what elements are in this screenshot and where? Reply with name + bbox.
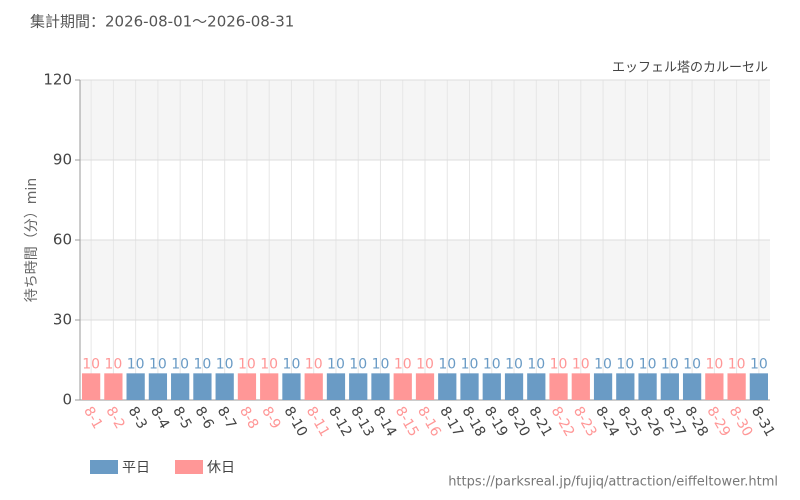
value-label: 10 [372, 356, 390, 372]
value-label: 10 [527, 356, 545, 372]
bar [682, 373, 702, 400]
value-label: 10 [327, 356, 345, 372]
bar [616, 373, 635, 400]
value-label: 10 [728, 356, 746, 372]
y-tick-label: 90 [53, 151, 72, 169]
value-label: 10 [594, 356, 612, 372]
bar [438, 373, 457, 400]
bar [527, 373, 546, 400]
legend-label: 休日 [207, 460, 235, 476]
bar [504, 373, 524, 400]
bar [393, 373, 412, 400]
bar [237, 373, 257, 400]
value-label: 10 [616, 356, 634, 372]
bar [460, 373, 479, 400]
bar [148, 373, 168, 400]
bar [304, 373, 323, 400]
value-label: 10 [283, 356, 301, 372]
bar [571, 373, 590, 400]
value-label: 10 [572, 356, 590, 372]
legend-swatch [175, 460, 203, 474]
x-tick-label: 8-6 [191, 404, 216, 432]
value-label: 10 [661, 356, 679, 372]
x-tick-label: 8-4 [147, 404, 172, 432]
value-label: 10 [705, 356, 723, 372]
source-url: https://parksreal.jp/fujiq/attraction/ei… [448, 475, 778, 490]
bar [104, 373, 123, 400]
value-label: 10 [483, 356, 501, 372]
bar [126, 373, 145, 400]
y-tick-label: 0 [62, 391, 72, 409]
x-tick-label: 8-8 [236, 404, 261, 432]
bar [415, 373, 435, 400]
value-label: 10 [683, 356, 701, 372]
bar [638, 373, 657, 400]
y-tick-label: 30 [53, 311, 72, 329]
bar [371, 373, 390, 400]
bar [549, 373, 568, 400]
bar [660, 373, 679, 400]
x-tick-label: 8-2 [102, 404, 127, 432]
bar [171, 373, 190, 400]
value-label: 10 [171, 356, 189, 372]
value-label: 10 [750, 356, 768, 372]
y-tick-label: 60 [53, 231, 72, 249]
value-label: 10 [238, 356, 256, 372]
value-label: 10 [639, 356, 657, 372]
value-label: 10 [394, 356, 412, 372]
x-tick-label: 8-31 [748, 404, 778, 440]
bar [482, 373, 501, 400]
legend-swatch [90, 460, 118, 474]
value-label: 10 [505, 356, 523, 372]
value-label: 10 [349, 356, 367, 372]
bar [282, 373, 301, 400]
legend-label: 平日 [122, 460, 150, 476]
value-label: 10 [550, 356, 568, 372]
bar [326, 373, 346, 400]
bar [705, 373, 724, 400]
bar [215, 373, 234, 400]
value-label: 10 [216, 356, 234, 372]
chart-subtitle: エッフェル塔のカルーセル [612, 61, 768, 76]
value-label: 10 [104, 356, 122, 372]
value-label: 10 [82, 356, 100, 372]
bar [749, 373, 768, 400]
chart-title: 集計期間：2026-08-01～2026-08-31 [30, 13, 294, 31]
x-tick-label: 8-3 [125, 404, 150, 432]
value-label: 10 [149, 356, 167, 372]
value-label: 10 [461, 356, 479, 372]
value-label: 10 [305, 356, 323, 372]
value-label: 10 [194, 356, 212, 372]
value-label: 10 [416, 356, 434, 372]
value-label: 10 [438, 356, 456, 372]
value-label: 10 [127, 356, 145, 372]
bar [260, 373, 279, 400]
bar [593, 373, 613, 400]
value-label: 10 [260, 356, 278, 372]
bar [193, 373, 212, 400]
x-tick-label: 8-9 [258, 404, 283, 432]
bar [727, 373, 746, 400]
bar [349, 373, 368, 400]
x-tick-label: 8-1 [80, 404, 105, 432]
bar [82, 373, 101, 400]
y-tick-label: 120 [43, 71, 72, 89]
y-axis-label: 待ち時間（分）min [24, 178, 40, 302]
x-tick-label: 8-5 [169, 404, 194, 432]
x-tick-label: 8-7 [214, 404, 239, 432]
